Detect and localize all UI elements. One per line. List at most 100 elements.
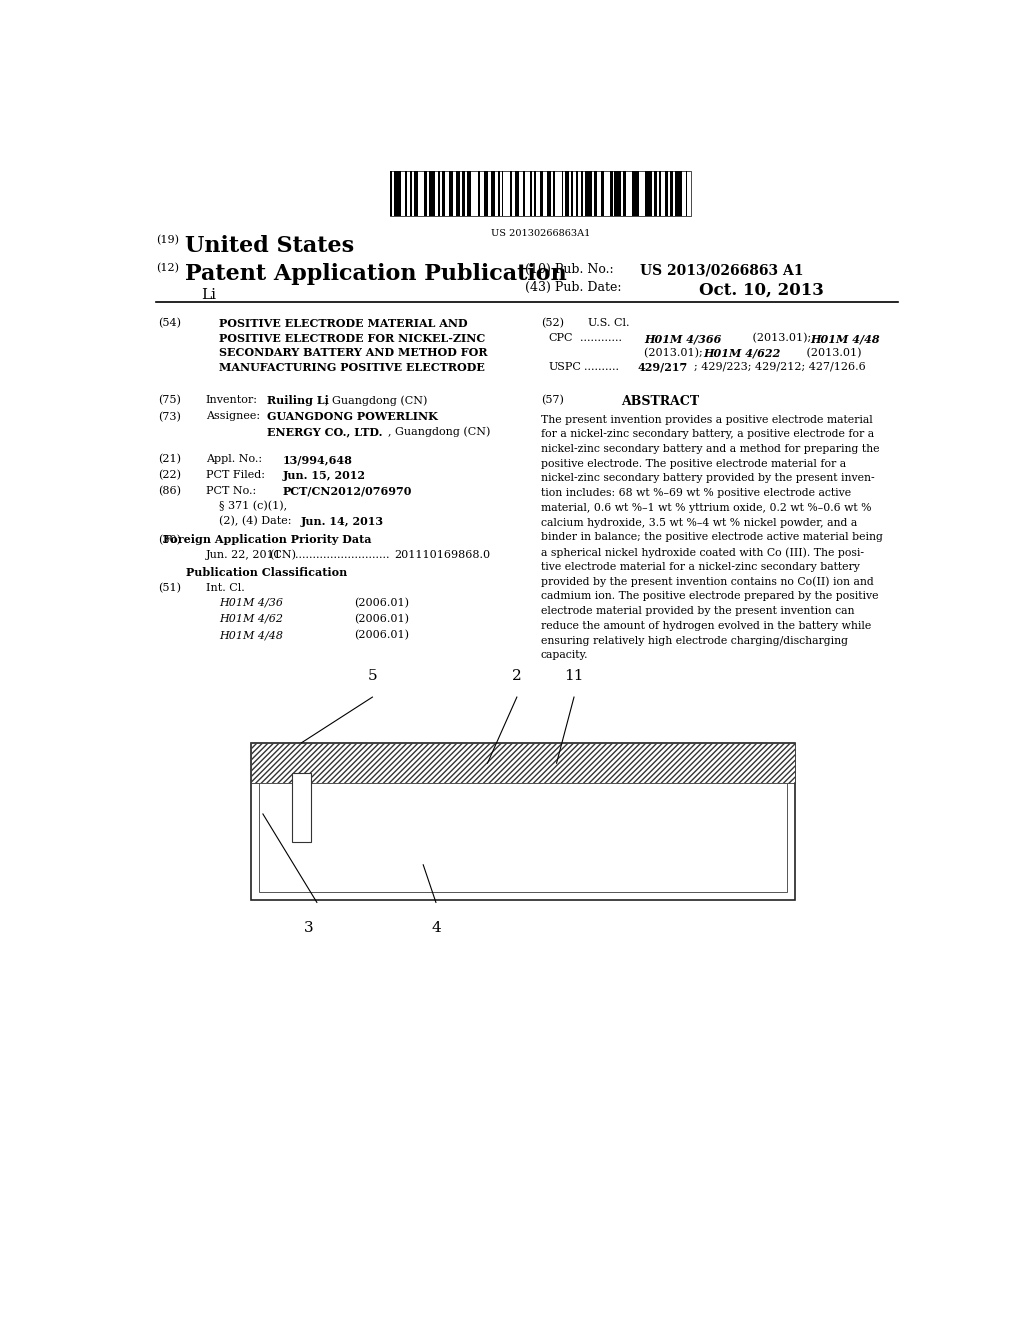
Text: (2006.01): (2006.01) [354, 630, 410, 640]
Bar [495, 170, 498, 216]
Bar [418, 170, 424, 216]
Bar [427, 170, 428, 216]
Text: (51): (51) [158, 583, 181, 594]
Text: Li: Li [201, 289, 216, 302]
Bar [467, 170, 471, 216]
Text: POSITIVE ELECTRODE MATERIAL AND
POSITIVE ELECTRODE FOR NICKEL-ZINC
SECONDARY BAT: POSITIVE ELECTRODE MATERIAL AND POSITIVE… [219, 318, 487, 372]
Text: 429/217: 429/217 [638, 362, 688, 372]
Bar [626, 170, 632, 216]
Bar [450, 170, 454, 216]
Bar [595, 170, 597, 216]
Text: material, 0.6 wt %–1 wt % yttrium oxide, 0.2 wt %–0.6 wt %: material, 0.6 wt %–1 wt % yttrium oxide,… [541, 503, 871, 513]
Bar [666, 170, 668, 216]
Text: USPC: USPC [549, 362, 582, 372]
Bar [410, 170, 412, 216]
Bar [551, 170, 553, 216]
Text: ; 429/223; 429/212; 427/126.6: ; 429/223; 429/212; 427/126.6 [694, 362, 865, 372]
Text: (57): (57) [541, 395, 563, 405]
Bar [292, 774, 310, 842]
Text: US 20130266863A1: US 20130266863A1 [490, 228, 591, 238]
Bar [670, 170, 673, 216]
Text: capacity.: capacity. [541, 651, 588, 660]
Bar [673, 170, 675, 216]
Text: H01M 4/36: H01M 4/36 [219, 598, 284, 607]
Text: US 2013/0266863 A1: US 2013/0266863 A1 [640, 263, 804, 277]
Text: Assignee:: Assignee: [206, 412, 260, 421]
Text: The present invention provides a positive electrode material: The present invention provides a positiv… [541, 414, 872, 425]
Bar [259, 784, 786, 892]
Bar [569, 170, 570, 216]
Bar [529, 170, 532, 216]
Bar [668, 170, 670, 216]
Text: 5: 5 [368, 669, 377, 682]
Bar [632, 170, 639, 216]
Bar [478, 170, 480, 216]
Bar [682, 170, 686, 216]
Text: 13/994,648: 13/994,648 [283, 454, 352, 465]
Text: PCT/CN2012/076970: PCT/CN2012/076970 [283, 486, 412, 496]
Bar [251, 743, 795, 900]
Text: electrode material provided by the present invention can: electrode material provided by the prese… [541, 606, 854, 616]
Text: reduce the amount of hydrogen evolved in the battery while: reduce the amount of hydrogen evolved in… [541, 620, 871, 631]
Text: PCT Filed:: PCT Filed: [206, 470, 265, 480]
Bar [659, 170, 662, 216]
Text: 3: 3 [304, 921, 313, 935]
Text: nickel-zinc secondary battery provided by the present inven-: nickel-zinc secondary battery provided b… [541, 474, 874, 483]
Text: , Guangdong (CN): , Guangdong (CN) [325, 395, 427, 405]
Text: 201110169868.0: 201110169868.0 [394, 549, 489, 560]
Bar [652, 170, 654, 216]
Text: CPC: CPC [549, 333, 573, 343]
Bar [601, 170, 603, 216]
Bar [612, 170, 614, 216]
Bar [435, 170, 437, 216]
Bar [555, 170, 561, 216]
Text: PCT No.:: PCT No.: [206, 486, 256, 496]
Bar [575, 170, 579, 216]
Text: calcium hydroxide, 3.5 wt %–4 wt % nickel powder, and a: calcium hydroxide, 3.5 wt %–4 wt % nicke… [541, 517, 857, 528]
Bar [532, 170, 534, 216]
Bar [597, 170, 601, 216]
Bar [565, 170, 569, 216]
Bar [471, 170, 478, 216]
Bar [460, 170, 462, 216]
Text: (2006.01): (2006.01) [354, 614, 410, 624]
Bar [603, 170, 610, 216]
Bar [645, 170, 652, 216]
Text: tive electrode material for a nickel-zinc secondary battery: tive electrode material for a nickel-zin… [541, 562, 859, 572]
Bar [547, 170, 551, 216]
Text: positive electrode. The positive electrode material for a: positive electrode. The positive electro… [541, 459, 846, 469]
Bar [537, 170, 541, 216]
Bar [488, 170, 490, 216]
Bar [414, 170, 418, 216]
Bar [675, 170, 682, 216]
Bar [404, 170, 408, 216]
Text: Inventor:: Inventor: [206, 395, 258, 405]
Bar [445, 170, 450, 216]
Text: ...........................: ........................... [295, 549, 389, 560]
Text: Publication Classification: Publication Classification [186, 568, 347, 578]
Text: binder in balance; the positive electrode active material being: binder in balance; the positive electrod… [541, 532, 883, 543]
Bar [251, 743, 795, 784]
Text: (21): (21) [158, 454, 181, 465]
Text: Oct. 10, 2013: Oct. 10, 2013 [699, 281, 824, 298]
Bar [465, 170, 467, 216]
Text: § 371 (c)(1),: § 371 (c)(1), [219, 500, 288, 511]
Text: H01M 4/62: H01M 4/62 [219, 614, 284, 624]
Text: (2013.01);: (2013.01); [644, 347, 707, 358]
Bar [621, 170, 624, 216]
Bar [639, 170, 645, 216]
Bar [390, 170, 392, 216]
Bar [408, 170, 410, 216]
Text: tion includes: 68 wt %–69 wt % positive electrode active: tion includes: 68 wt %–69 wt % positive … [541, 488, 851, 498]
Bar [563, 170, 565, 216]
Text: H01M 4/622: H01M 4/622 [703, 347, 780, 359]
Text: 2: 2 [512, 669, 522, 682]
Text: United States: United States [185, 235, 354, 256]
Bar [523, 170, 525, 216]
Bar [456, 170, 460, 216]
Text: U.S. Cl.: U.S. Cl. [588, 318, 630, 327]
Bar [654, 170, 657, 216]
Bar [390, 170, 691, 216]
Text: (73): (73) [158, 412, 181, 422]
Text: (86): (86) [158, 486, 181, 496]
